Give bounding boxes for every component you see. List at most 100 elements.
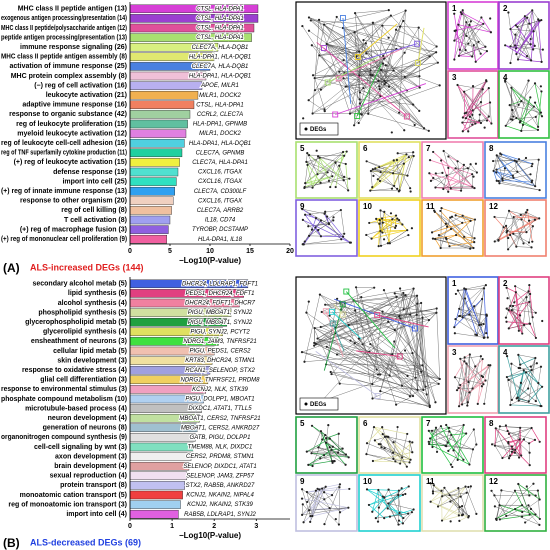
network-edge — [438, 234, 474, 249]
bar — [129, 500, 181, 509]
network-node — [530, 426, 533, 430]
network-node — [447, 166, 450, 170]
network-node — [422, 388, 425, 392]
network-node — [480, 16, 483, 19]
network-node — [512, 115, 515, 118]
network-edge — [496, 155, 506, 169]
network-edge — [372, 311, 383, 385]
network-edge — [527, 357, 536, 389]
network-edge — [308, 460, 333, 466]
network-edge — [428, 424, 464, 432]
category-label: reg of leukocyte proliferation (15) — [16, 121, 127, 128]
network-edge — [366, 443, 403, 458]
network-node — [540, 404, 543, 408]
network-node — [324, 485, 327, 488]
network-edge — [467, 168, 477, 173]
network-node — [465, 362, 468, 365]
legend-box — [299, 397, 339, 411]
network-node — [538, 217, 541, 220]
network-node — [306, 163, 309, 166]
network-node — [449, 463, 453, 466]
network-edge — [468, 23, 484, 44]
network-edge — [495, 428, 536, 441]
network-edge — [382, 433, 394, 443]
network-edge — [508, 324, 525, 329]
network-node — [523, 15, 527, 18]
network-node — [484, 379, 487, 382]
network-edge — [488, 88, 492, 124]
network-frame — [358, 141, 421, 199]
network-edge — [518, 370, 525, 401]
network-edge — [343, 78, 360, 114]
gene-label: RAB5B, LDLRAP1, SYNJ2 — [184, 512, 256, 518]
network-edge — [302, 504, 313, 517]
network-node — [382, 54, 385, 57]
bar — [129, 119, 188, 129]
network-node — [517, 456, 521, 459]
network-edge — [314, 342, 338, 355]
network-edge — [373, 426, 408, 435]
network-edge — [517, 10, 533, 28]
gene-label: HLA-DPA1, IL18 — [198, 237, 243, 243]
network-edge — [479, 315, 488, 326]
category-label: reg of TNF superfamily cytokine producti… — [1, 150, 127, 157]
network-edge — [454, 333, 485, 338]
network-node — [311, 464, 314, 468]
network-edge — [380, 154, 407, 173]
gene-label: KCNJ2, NLK, STK39 — [192, 387, 248, 393]
network-edge — [498, 225, 507, 241]
network-node — [371, 74, 374, 77]
gene-label: CLEC7A, HLA-DQB1 — [192, 64, 249, 70]
network-edge — [430, 483, 434, 492]
network-edge — [306, 161, 350, 179]
network-edge — [396, 395, 414, 405]
network-edge — [455, 234, 475, 243]
network-edge — [443, 175, 447, 190]
network-edge — [326, 346, 379, 375]
network-node — [407, 233, 410, 237]
network-node — [324, 433, 327, 437]
network-node — [508, 454, 512, 457]
gene-label: HLA-DPA1, HLA-DQB1 — [189, 141, 251, 147]
network-node — [461, 130, 464, 133]
network-node — [507, 209, 511, 212]
x-tick-label: 5 — [168, 248, 172, 255]
network-node — [428, 55, 431, 58]
network-edge — [534, 83, 542, 92]
network-node — [367, 503, 371, 507]
network-node — [459, 495, 462, 498]
network-edge — [318, 434, 326, 448]
network-node — [381, 24, 384, 27]
x-tick-label: 0 — [128, 523, 132, 530]
network-edge — [362, 312, 437, 345]
network-edge — [333, 303, 344, 315]
network-edge — [441, 505, 463, 521]
network-node — [333, 460, 336, 463]
network-edge — [444, 487, 469, 518]
subpanel-number: 4 — [503, 348, 508, 357]
network-node — [307, 463, 310, 466]
network-hub — [339, 311, 346, 318]
network-node — [381, 231, 384, 234]
network-edge — [368, 113, 429, 132]
network-node — [383, 57, 386, 60]
network-node — [324, 303, 327, 306]
network-edge — [315, 227, 322, 237]
network-edge — [359, 99, 414, 105]
network-node — [507, 327, 510, 330]
network-node — [322, 454, 326, 457]
network-edge — [393, 442, 413, 460]
network-node — [435, 450, 439, 453]
network-node — [527, 387, 530, 390]
network-edge — [448, 427, 467, 434]
network-edge — [528, 443, 530, 466]
network-edge — [335, 83, 427, 115]
panel-label: (A) — [3, 261, 20, 275]
network-node — [403, 349, 407, 352]
network-edge — [496, 483, 534, 521]
network-edge — [454, 40, 487, 52]
network-edge — [459, 315, 484, 325]
network-edge — [332, 323, 345, 352]
network-edge — [303, 515, 311, 523]
gene-label: PIGU, SYNJ2, PCYT2 — [190, 329, 250, 335]
